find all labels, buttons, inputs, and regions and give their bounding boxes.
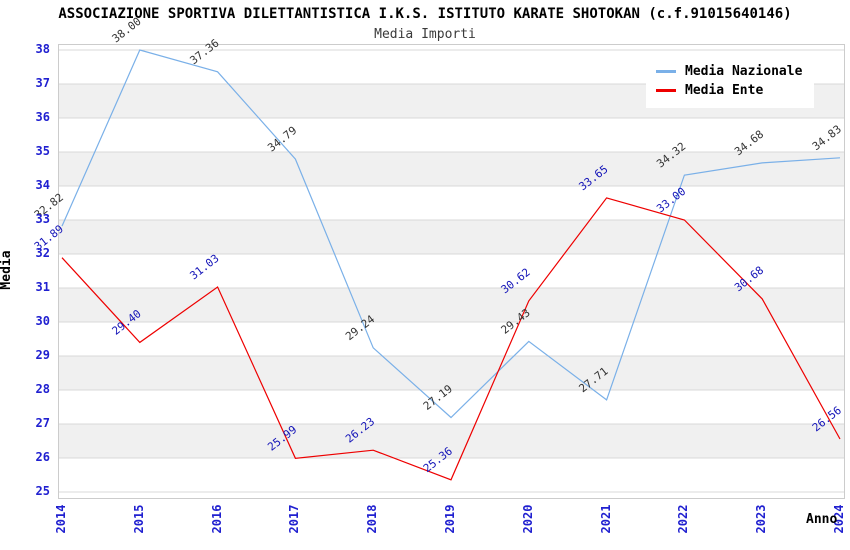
chart-subtitle: Media Importi xyxy=(374,27,476,42)
y-tick-label: 27 xyxy=(35,416,50,430)
y-tick-label: 36 xyxy=(35,110,50,124)
y-tick-label: 33 xyxy=(35,212,50,226)
data-label: 33.00 xyxy=(654,185,688,216)
legend-item-media-nazionale: Media Nazionale xyxy=(656,62,802,81)
series-line-media-nazionale xyxy=(61,49,841,419)
chart-legend: Media Nazionale Media Ente xyxy=(646,55,815,108)
x-tick-label: 2015 xyxy=(132,504,146,534)
media-nazionale-line-swatch xyxy=(656,70,676,73)
legend-item-media-ente: Media Ente xyxy=(656,81,802,100)
x-tick-label: 2021 xyxy=(599,504,613,534)
plot-band xyxy=(59,356,844,390)
x-tick-label: 2018 xyxy=(365,504,379,534)
x-tick-label: 2023 xyxy=(754,504,768,534)
x-tick-label: 2016 xyxy=(210,504,224,534)
chart-title: ASSOCIAZIONE SPORTIVA DILETTANTISTICA I.… xyxy=(58,6,792,22)
data-label: 34.79 xyxy=(265,124,299,155)
x-tick-label: 2017 xyxy=(287,504,301,534)
series-line-media-ente xyxy=(61,197,841,481)
x-tick-label: 2014 xyxy=(54,504,68,534)
y-tick-label: 31 xyxy=(35,280,50,294)
x-tick-label: 2019 xyxy=(443,504,457,534)
data-label: 34.83 xyxy=(810,123,844,154)
plot-band xyxy=(59,288,844,322)
plot-band xyxy=(59,424,844,458)
y-tick-label: 30 xyxy=(35,314,50,328)
x-axis-title: Anno xyxy=(806,512,838,527)
y-tick-label: 25 xyxy=(35,484,50,498)
plot-band xyxy=(59,220,844,254)
legend-label-media-nazionale: Media Nazionale xyxy=(685,64,803,79)
y-tick-label: 26 xyxy=(35,450,50,464)
y-tick-label: 38 xyxy=(35,42,50,56)
x-tick-label: 2020 xyxy=(521,504,535,534)
y-tick-label: 34 xyxy=(35,178,50,192)
line-chart: 32.8238.0037.3634.7929.2427.1929.4327.71… xyxy=(32,15,844,493)
legend-label-media-ente: Media Ente xyxy=(685,83,764,98)
y-tick-label: 28 xyxy=(35,382,50,396)
y-tick-label: 32 xyxy=(35,246,50,260)
x-tick-label: 2022 xyxy=(676,504,690,534)
media-ente-line-swatch xyxy=(656,89,676,92)
y-tick-label: 37 xyxy=(35,76,50,90)
plot-area: 32.82 38.00 37.36 34.79 29.24 27.19 29.43 27.71… xyxy=(32,15,845,499)
y-tick-label: 29 xyxy=(35,348,50,362)
y-tick-label: 35 xyxy=(35,144,50,158)
data-label: 31.03 xyxy=(187,252,221,283)
plot-band xyxy=(59,152,844,186)
